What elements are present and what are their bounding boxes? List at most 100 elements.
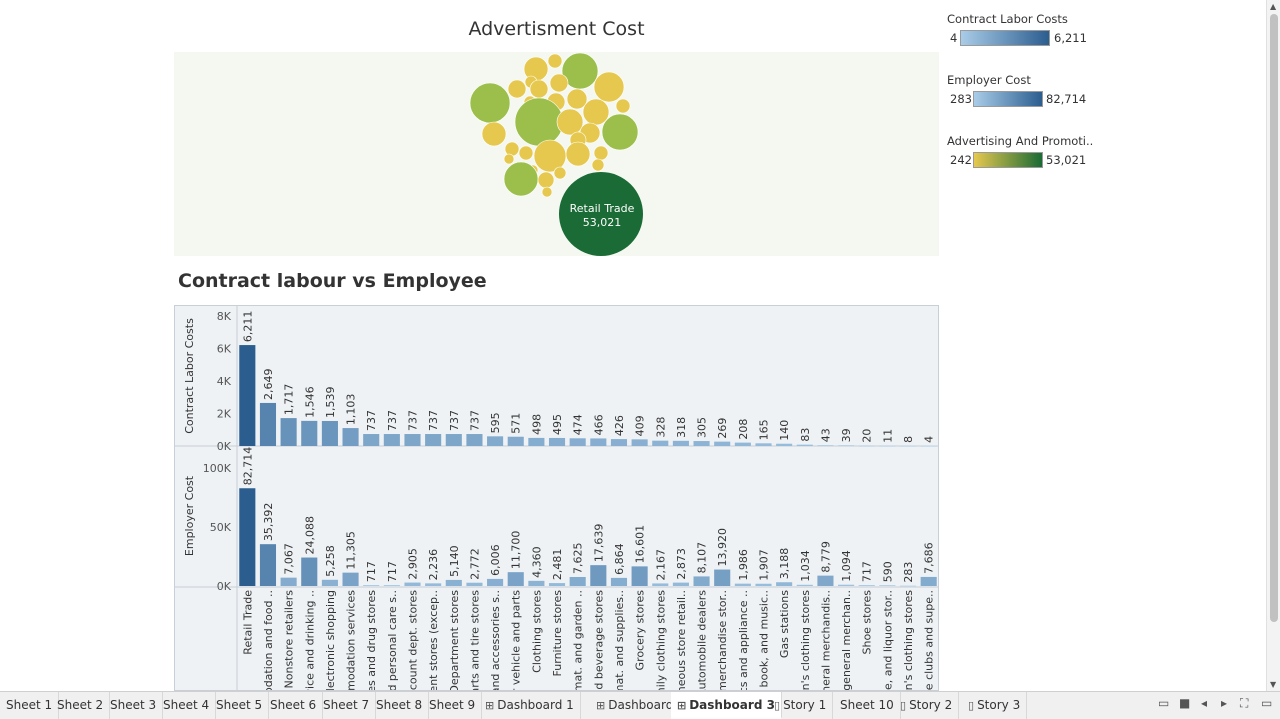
bar-mark[interactable] [858, 585, 875, 586]
bar-mark[interactable] [321, 420, 338, 446]
bar-mark[interactable] [672, 582, 689, 586]
sheet-tab[interactable]: ▯ Story 1 [768, 692, 834, 719]
bar-mark[interactable] [652, 440, 669, 446]
bubble-mark[interactable] [503, 161, 539, 197]
sheet-tab[interactable]: ▯ Story 2 [894, 692, 960, 719]
bar-mark[interactable] [445, 579, 462, 586]
bar-mark[interactable] [879, 585, 896, 586]
bar-mark[interactable] [838, 584, 855, 586]
bar-mark[interactable] [734, 583, 751, 586]
bubble-mark[interactable] [591, 158, 605, 172]
bubble-mark[interactable] [561, 52, 599, 90]
bar-mark[interactable] [425, 434, 442, 446]
bar-mark[interactable] [342, 428, 359, 446]
bar-mark[interactable] [920, 445, 937, 447]
sheet-tab[interactable]: Sheet 8 [370, 692, 430, 719]
bar-mark[interactable] [755, 443, 772, 446]
sheet-tab[interactable]: Sheet 2 [51, 692, 111, 719]
next-sheet-icon[interactable]: ▸ [1221, 696, 1228, 710]
bubble-mark[interactable] [615, 98, 631, 114]
bar-mark[interactable] [569, 576, 586, 586]
bar-mark[interactable] [342, 572, 359, 586]
bar-mark[interactable] [796, 584, 813, 586]
bubble-mark[interactable] [582, 98, 610, 126]
bar-mark[interactable] [445, 434, 462, 446]
bar-mark[interactable] [321, 579, 338, 586]
sheet-tab[interactable]: Sheet 10 [834, 692, 901, 719]
bar-mark[interactable] [404, 582, 421, 586]
bar-mark[interactable] [838, 445, 855, 446]
sheet-tab[interactable]: ▯ Story 3 [962, 692, 1028, 719]
bubble-mark[interactable] [553, 166, 567, 180]
bubble-mark[interactable] [549, 73, 569, 93]
bubble-mark[interactable] [518, 145, 534, 161]
bar-mark[interactable] [466, 434, 483, 446]
bar-mark[interactable] [507, 572, 524, 586]
bar-mark[interactable] [672, 440, 689, 446]
bar-mark[interactable] [301, 557, 318, 586]
bar-mark[interactable] [652, 583, 669, 586]
bar-mark[interactable] [714, 569, 731, 586]
color-legend[interactable]: Contract Labor Costs 4 6,211 [947, 12, 1247, 48]
sheet-tab[interactable]: Sheet 4 [157, 692, 217, 719]
bar-mark[interactable] [404, 434, 421, 446]
bar-mark[interactable] [425, 583, 442, 586]
sheet-tab[interactable]: ⊞ Dashboard 1 [479, 692, 581, 719]
sheet-tab[interactable]: Sheet 5 [210, 692, 270, 719]
bar-mark[interactable] [776, 443, 793, 446]
bar-chart-panel[interactable]: Contract Labor Costs 0K 2K 4K 6K 8K 6,211 2,649… [174, 305, 939, 691]
bar-mark[interactable] [796, 444, 813, 446]
bar-mark[interactable] [239, 488, 256, 586]
bar-mark[interactable] [466, 582, 483, 586]
bar-mark[interactable] [301, 420, 318, 446]
bar-mark[interactable] [693, 441, 710, 446]
bubble-mark[interactable] [503, 153, 515, 165]
bar-mark[interactable] [487, 436, 504, 446]
sheet-tab[interactable]: Sheet 3 [104, 692, 164, 719]
bar-mark[interactable] [239, 345, 256, 446]
color-legend[interactable]: Advertising And Promoti.. 242 53,021 [947, 134, 1247, 170]
bubble-mark[interactable] [601, 113, 639, 151]
bar-mark[interactable] [363, 434, 380, 446]
bar-mark[interactable] [631, 566, 648, 586]
bar-mark[interactable] [879, 445, 896, 447]
bar-mark[interactable] [487, 578, 504, 586]
bar-mark[interactable] [528, 437, 545, 446]
fullscreen-icon[interactable]: ⛶ [1240, 696, 1249, 710]
sheet-tab[interactable]: Sheet 9 [423, 692, 483, 719]
presentation-mode-icon[interactable]: ▭ [1261, 696, 1273, 710]
scrollbar-thumb[interactable] [1270, 14, 1278, 622]
bar-mark[interactable] [548, 583, 566, 586]
bar-mark[interactable] [569, 438, 586, 446]
bar-mark[interactable] [817, 575, 834, 586]
bar-mark[interactable] [776, 582, 793, 586]
bar-mark[interactable] [610, 439, 628, 446]
bar-mark[interactable] [590, 438, 607, 446]
bar-mark[interactable] [383, 434, 400, 446]
bar-mark[interactable] [590, 565, 607, 586]
bubble-mark[interactable] [556, 108, 584, 136]
bar-mark[interactable] [507, 436, 524, 446]
sheet-tab[interactable]: Sheet 1 [0, 692, 60, 719]
bar-mark[interactable] [899, 585, 917, 587]
bar-mark[interactable] [920, 576, 937, 586]
scroll-down-arrow-icon[interactable]: ▼ [1270, 680, 1277, 689]
bubble-mark[interactable] [507, 79, 527, 99]
bubble-mark[interactable] [514, 97, 564, 147]
bar-mark[interactable] [259, 544, 277, 586]
bar-mark[interactable] [548, 437, 566, 446]
bar-mark[interactable] [631, 439, 648, 446]
bubble-mark[interactable] [566, 88, 588, 110]
bar-mark[interactable] [817, 445, 834, 446]
bubble-chart-panel[interactable]: Retail Trade 53,021 [174, 52, 939, 256]
bar-mark[interactable] [610, 577, 628, 586]
bar-mark[interactable] [280, 577, 297, 586]
bubble-mark[interactable] [593, 145, 609, 161]
bar-mark[interactable] [755, 583, 772, 586]
bubble-retail-trade[interactable] [559, 172, 643, 256]
sheet-tab[interactable]: Sheet 6 [264, 692, 324, 719]
sheet-tab[interactable]: ⊞ Dashboard 3 [671, 692, 782, 719]
scroll-up-arrow-icon[interactable]: ▲ [1270, 2, 1277, 11]
bar-mark[interactable] [383, 585, 400, 586]
vertical-scrollbar[interactable]: ▲ ▼ [1266, 0, 1280, 691]
